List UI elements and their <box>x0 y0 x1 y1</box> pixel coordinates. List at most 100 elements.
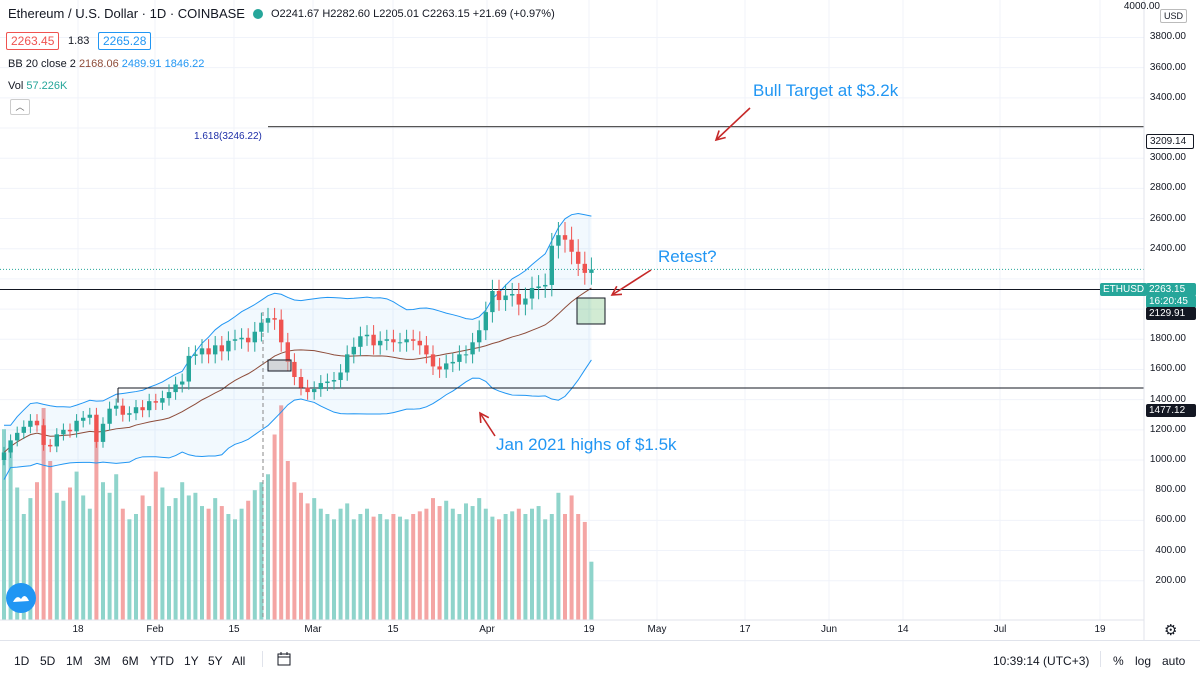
candle-body <box>417 340 422 346</box>
volume-bar <box>101 482 105 620</box>
market-status-icon <box>252 8 263 19</box>
candle-body <box>536 286 541 288</box>
volume-bar <box>87 508 92 620</box>
retest-annotation[interactable]: Retest? <box>658 247 717 266</box>
bb-indicator-legend[interactable]: BB 20 close 2 2168.06 2489.91 1846.22 <box>8 58 204 70</box>
timeframe-1m[interactable]: 1M <box>66 654 83 668</box>
timeframe-ytd[interactable]: YTD <box>150 654 174 668</box>
volume-bar <box>200 506 204 620</box>
volume-bar <box>140 495 145 620</box>
timeframe-5d[interactable]: 5D <box>40 654 56 668</box>
candle-body <box>543 284 548 287</box>
clock-display[interactable]: 10:39:14 (UTC+3) <box>993 654 1090 668</box>
candle-body <box>378 340 383 346</box>
volume-bar <box>569 495 574 620</box>
price-chart[interactable] <box>0 0 1200 640</box>
bull-target-annotation[interactable]: Bull Target at $3.2k <box>753 81 899 100</box>
level-tag-2129[interactable]: 2129.91 <box>1146 307 1196 320</box>
chart-header: Ethereum / U.S. Dollar · 1D · COINBASE O… <box>8 6 555 21</box>
volume-bar <box>173 498 178 620</box>
volume-bar <box>153 471 158 620</box>
level-tag-1477[interactable]: 1477.12 <box>1146 404 1196 417</box>
symbol-title[interactable]: Ethereum / U.S. Dollar · 1D · COINBASE <box>8 6 245 21</box>
date-range-icon[interactable] <box>276 651 292 670</box>
sell-price[interactable]: 2263.45 <box>6 32 60 50</box>
volume-bar <box>556 492 561 620</box>
candle-body <box>576 251 581 264</box>
timeframe-all[interactable]: All <box>232 654 246 668</box>
candle-body <box>285 342 290 362</box>
volume-bar <box>266 474 270 620</box>
auto-toggle[interactable]: auto <box>1162 654 1186 668</box>
volume-bar <box>358 514 363 620</box>
volume-bar <box>365 508 369 620</box>
candle-body <box>114 405 119 409</box>
volume-bar <box>424 508 429 620</box>
candle-body <box>153 401 158 403</box>
retest-arrow <box>611 269 652 296</box>
volume-bar <box>206 508 211 620</box>
jan-highs-annotation[interactable]: Jan 2021 highs of $1.5k <box>496 435 677 454</box>
percent-toggle[interactable]: % <box>1113 654 1124 668</box>
timeframe-1d[interactable]: 1D <box>14 654 30 668</box>
candle-body <box>312 389 317 393</box>
tradingview-logo-icon[interactable] <box>6 583 36 613</box>
candle-body <box>219 345 224 352</box>
candle-body <box>206 348 211 355</box>
volume-bar <box>530 508 534 620</box>
candle-body <box>272 318 277 320</box>
candle-body <box>140 407 145 411</box>
volume-bar <box>180 482 185 620</box>
candle-body <box>81 417 86 421</box>
y-tick-label: 3600.00 <box>1149 61 1186 73</box>
collapse-legend-icon[interactable]: ︿ <box>10 99 30 115</box>
volume-bar <box>41 408 46 620</box>
volume-bar <box>437 506 442 620</box>
candle-body <box>186 355 191 382</box>
candle-body <box>232 339 238 341</box>
candle-body <box>411 339 416 341</box>
x-tick-label: 15 <box>228 624 240 635</box>
volume-bar <box>503 514 508 620</box>
candle-body <box>437 366 442 370</box>
candle-body <box>477 330 482 343</box>
volume-bar <box>543 519 548 620</box>
volume-bar <box>167 506 171 620</box>
candle-body <box>496 290 502 301</box>
retest-zone-box <box>576 297 606 325</box>
timeframe-5y[interactable]: 5Y <box>208 654 223 668</box>
settings-gear-icon[interactable]: ⚙ <box>1164 622 1178 639</box>
timeframe-1y[interactable]: 1Y <box>184 654 199 668</box>
vol-label: Vol <box>8 80 24 92</box>
buy-price[interactable]: 2265.28 <box>98 32 152 50</box>
bb-fill <box>4 213 592 480</box>
currency-label[interactable]: USD <box>1160 9 1188 23</box>
level-tag-3209[interactable]: 3209.14 <box>1146 134 1194 149</box>
candle-body <box>358 336 363 347</box>
y-tick-label: 2400.00 <box>1149 242 1186 254</box>
fib-extension-label: 1.618(3246.22) <box>194 131 262 142</box>
volume-indicator-legend[interactable]: Vol 57.226K <box>8 80 67 92</box>
x-tick-label: Jul <box>993 624 1007 635</box>
volume-bar <box>332 519 336 620</box>
volume-bar <box>444 500 449 620</box>
volume-bar <box>431 498 435 620</box>
bb-label: BB 20 close 2 <box>8 58 76 70</box>
volume-bar <box>477 498 482 620</box>
volume-bar <box>213 498 218 620</box>
volume-bar <box>279 405 284 620</box>
timeframe-6m[interactable]: 6M <box>122 654 139 668</box>
volume-bar <box>114 474 119 620</box>
volume-bar <box>246 500 251 620</box>
x-tick-label: Apr <box>479 624 495 635</box>
x-tick-label: May <box>647 624 667 635</box>
log-toggle[interactable]: log <box>1135 654 1152 668</box>
volume-bar <box>239 508 244 620</box>
timeframe-3m[interactable]: 3M <box>94 654 111 668</box>
volume-bar <box>285 461 290 620</box>
volume-bar <box>8 447 13 620</box>
candle-body <box>562 235 568 240</box>
y-tick-label: 400.00 <box>1155 544 1186 556</box>
candle-body <box>48 444 53 447</box>
volume-bar <box>107 492 112 620</box>
